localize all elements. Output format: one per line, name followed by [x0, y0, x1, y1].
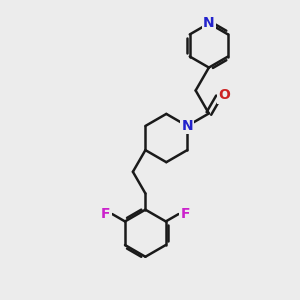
Text: F: F	[101, 207, 110, 221]
Text: N: N	[203, 16, 215, 30]
Text: N: N	[182, 119, 193, 133]
Text: F: F	[180, 207, 190, 221]
Text: O: O	[218, 88, 230, 102]
